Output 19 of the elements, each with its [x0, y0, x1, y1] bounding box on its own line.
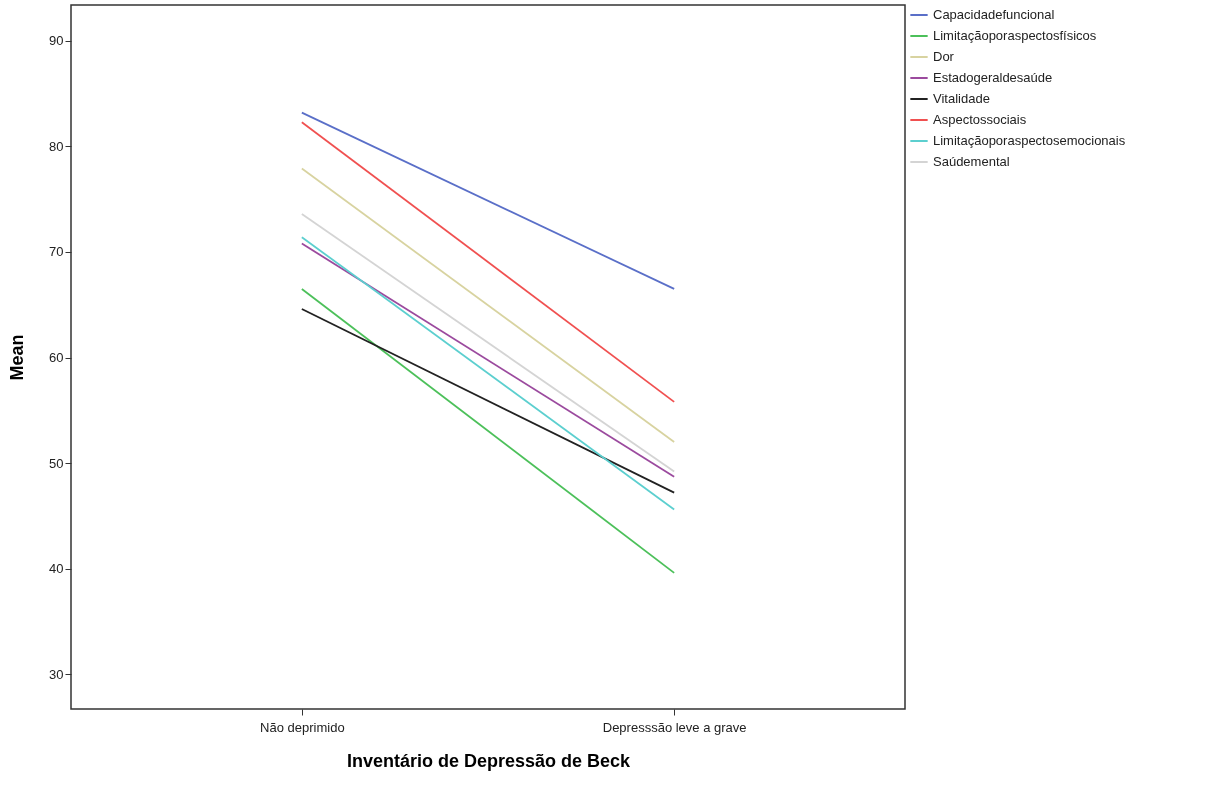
legend-label: Saúdemental	[933, 154, 1010, 169]
y-tick-label: 30	[49, 666, 64, 682]
y-tick-label: 40	[49, 561, 64, 577]
legend-label: Aspectossociais	[933, 112, 1027, 127]
legend-label: Estadogeraldesaúde	[933, 70, 1053, 85]
legend-label: Capacidadefuncional	[933, 7, 1055, 22]
x-tick-label: Não deprimido	[260, 719, 345, 735]
y-tick-label: 70	[49, 244, 64, 260]
y-axis-title: Mean	[7, 334, 28, 381]
y-tick-label: 80	[49, 138, 64, 154]
y-tick-label: 50	[49, 455, 64, 471]
y-tick-label: 90	[49, 33, 64, 49]
x-tick-label: Depresssão leve a grave	[602, 719, 747, 735]
y-tick-label: 60	[49, 350, 64, 366]
legend-label: Limitaçãoporaspectosfísicos	[933, 28, 1097, 43]
legend-label: Vitalidade	[933, 91, 990, 106]
x-axis-title: Inventário de Depressão de Beck	[346, 750, 632, 771]
legend-label: Limitaçãoporaspectosemocionais	[933, 133, 1126, 148]
legend-label: Dor	[933, 49, 955, 64]
